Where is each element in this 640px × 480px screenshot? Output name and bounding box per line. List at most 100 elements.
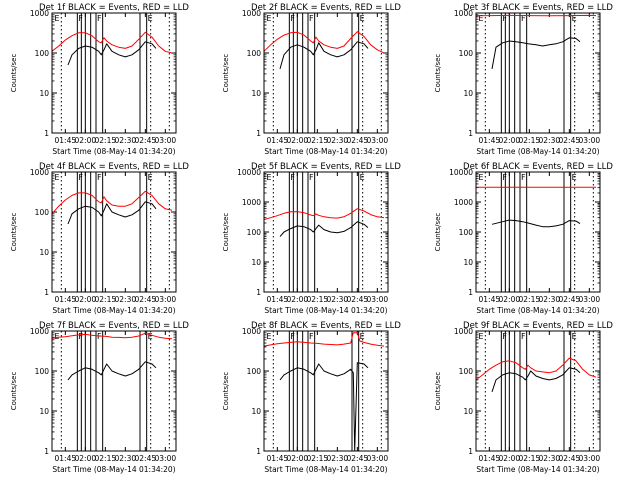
y-tick-label: 1000 <box>242 327 261 336</box>
plot-frame <box>263 330 389 452</box>
y-tick-label: 1000 <box>30 168 49 177</box>
y-tick-label: 100 <box>247 49 262 58</box>
chart-title: Det 3f BLACK = Events, RED = LLD <box>463 3 613 13</box>
x-tick-label: 01:45 <box>479 136 501 145</box>
plot-frame <box>51 171 177 293</box>
x-tick-label: 02:30 <box>539 295 561 304</box>
y-tick-label: 1000 <box>242 198 261 207</box>
y-axis-label: Counts/sec <box>222 372 230 411</box>
y-tick-label: 1 <box>44 129 49 138</box>
x-axis-label: Start Time (08-May-14 01:34:20) <box>476 465 599 474</box>
x-axis-label: Start Time (08-May-14 01:34:20) <box>52 306 175 315</box>
flag-label: E <box>54 332 59 341</box>
y-tick-label: 100 <box>35 367 50 376</box>
y-tick-label: 1 <box>44 447 49 456</box>
x-tick-label: 02:45 <box>559 454 581 463</box>
x-tick-label: 02:45 <box>347 295 369 304</box>
x-tick-label: 01:45 <box>55 295 77 304</box>
x-tick-label: 02:00 <box>75 136 97 145</box>
chart-panel: Det 5f BLACK = Events, RED = LLD Start Ti… <box>222 162 401 315</box>
flag-label: F <box>78 332 83 341</box>
x-tick-label: 02:00 <box>499 136 521 145</box>
x-tick-label: 03:00 <box>579 136 601 145</box>
y-axis-label: Counts/sec <box>434 372 442 411</box>
x-tick-label: 02:15 <box>307 454 329 463</box>
x-tick-label: 02:15 <box>519 454 541 463</box>
y-tick-label: 10 <box>39 407 49 416</box>
x-tick-label: 03:00 <box>367 295 389 304</box>
x-tick-label: 01:45 <box>55 136 77 145</box>
flag-label: E <box>266 14 271 23</box>
flag-label: E <box>478 173 483 182</box>
x-axis-label: Start Time (08-May-14 01:34:20) <box>476 147 599 156</box>
flag-label: E <box>572 14 577 23</box>
flag-label: F <box>309 332 314 341</box>
flag-label: F <box>521 332 526 341</box>
chart-title: Det 9f BLACK = Events, RED = LLD <box>463 321 613 331</box>
events-series-line <box>279 221 369 237</box>
x-tick-label: 02:30 <box>327 295 349 304</box>
x-tick-label: 02:30 <box>327 136 349 145</box>
chart-panel: Det 9f BLACK = Events, RED = LLD Start Ti… <box>434 321 613 474</box>
y-axis-label: Counts/sec <box>10 213 18 252</box>
x-tick-label: 02:30 <box>539 136 561 145</box>
x-tick-label: 02:00 <box>499 454 521 463</box>
x-tick-label: 02:45 <box>135 295 157 304</box>
y-tick-label: 10 <box>463 407 473 416</box>
x-tick-label: 01:45 <box>267 454 289 463</box>
lld-series-line <box>51 332 173 340</box>
x-tick-label: 02:15 <box>307 295 329 304</box>
lld-series-line <box>51 190 173 215</box>
flag-label: F <box>290 14 295 23</box>
flag-label: F <box>521 14 526 23</box>
y-tick-label: 10 <box>39 248 49 257</box>
events-series-line <box>67 41 157 66</box>
x-tick-label: 02:00 <box>75 454 97 463</box>
flag-label: E <box>148 332 153 341</box>
chart-panel: Det 2f BLACK = Events, RED = LLD Start Ti… <box>222 3 401 156</box>
lld-series-line <box>263 332 385 347</box>
events-series-line <box>67 361 157 381</box>
y-tick-label: 10000 <box>449 168 473 177</box>
chart-title: Det 1f BLACK = Events, RED = LLD <box>39 3 189 13</box>
x-tick-label: 02:00 <box>287 295 309 304</box>
flag-label: E <box>266 173 271 182</box>
x-tick-label: 01:45 <box>479 454 501 463</box>
y-tick-label: 1 <box>468 288 473 297</box>
flag-label: F <box>78 173 83 182</box>
y-axis-label: Counts/sec <box>222 54 230 93</box>
y-tick-label: 1000 <box>242 9 261 18</box>
y-tick-label: 1000 <box>454 198 473 207</box>
flag-label: F <box>309 173 314 182</box>
y-tick-label: 100 <box>459 49 474 58</box>
y-axis-label: Counts/sec <box>434 54 442 93</box>
x-tick-label: 02:00 <box>287 454 309 463</box>
events-series-line <box>491 367 581 393</box>
events-series-line <box>279 41 369 70</box>
flag-label: E <box>54 173 59 182</box>
flag-label: E <box>572 173 577 182</box>
lld-series-line <box>263 208 385 221</box>
plot-frame <box>475 330 601 452</box>
chart-title: Det 7f BLACK = Events, RED = LLD <box>39 321 189 331</box>
x-tick-label: 02:45 <box>135 454 157 463</box>
chart-panel: Det 6f BLACK = Events, RED = LLD Start Ti… <box>434 162 613 315</box>
x-tick-label: 02:45 <box>559 295 581 304</box>
flag-label: F <box>290 173 295 182</box>
y-axis-label: Counts/sec <box>434 213 442 252</box>
flag-label: E <box>360 14 365 23</box>
y-tick-label: 1 <box>256 288 261 297</box>
lld-series-line <box>51 31 173 54</box>
flag-label: F <box>78 14 83 23</box>
x-tick-label: 02:15 <box>519 295 541 304</box>
x-tick-label: 02:30 <box>539 454 561 463</box>
events-series-line <box>67 201 157 225</box>
x-tick-label: 02:45 <box>347 136 369 145</box>
x-axis-label: Start Time (08-May-14 01:34:20) <box>264 465 387 474</box>
y-tick-label: 1 <box>468 129 473 138</box>
x-tick-label: 03:00 <box>155 454 177 463</box>
flag-label: F <box>502 14 507 23</box>
y-tick-label: 10 <box>463 258 473 267</box>
lld-series-line <box>263 31 385 54</box>
